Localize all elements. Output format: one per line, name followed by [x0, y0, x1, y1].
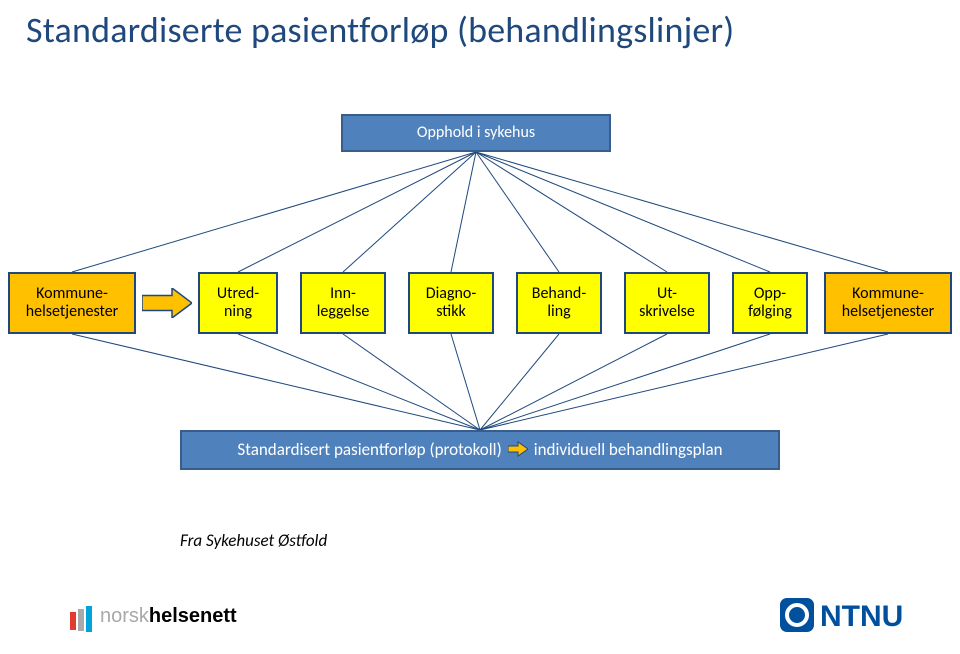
end-box-left-label: Kommune- helsetjenester — [26, 285, 119, 322]
step-box-utredning: Utred- ning — [198, 272, 278, 334]
step-box-behandling: Behand- ling — [516, 272, 602, 334]
step-box-oppfolging: Opp- følging — [732, 272, 808, 334]
end-box-right-label: Kommune- helsetjenester — [842, 285, 935, 322]
logo-ntnu: NTNU — [778, 594, 928, 636]
step-label-behandling: Behand- ling — [532, 285, 586, 322]
logo-norskhelsenett: norskhelsenett — [70, 598, 260, 634]
bottom-bar-right: individuell behandlingsplan — [534, 440, 723, 460]
step-box-utskrivelse: Ut- skrivelse — [624, 272, 710, 334]
step-label-utskrivelse: Ut- skrivelse — [639, 285, 695, 322]
top-bar-label: Opphold i sykehus — [417, 124, 535, 142]
end-box-left: Kommune- helsetjenester — [8, 272, 136, 334]
step-label-diagnostikk: Diagno- stikk — [426, 285, 476, 322]
bottom-bar-left: Standardisert pasientforløp (protokoll) — [237, 440, 501, 460]
ntnu-text: NTNU — [820, 600, 903, 633]
top-bar-opphold: Opphold i sykehus — [341, 114, 611, 152]
arrow-shape-left — [142, 288, 192, 318]
step-label-innleggelse: Inn- leggelse — [317, 285, 370, 322]
bottom-bar: Standardisert pasientforløp (protokoll) … — [180, 430, 780, 470]
step-label-oppfolging: Opp- følging — [748, 285, 792, 322]
step-label-utredning: Utred- ning — [217, 285, 259, 322]
svg-text:norskhelsenett: norskhelsenett — [100, 605, 237, 627]
right-arrow-icon — [508, 441, 528, 457]
step-box-innleggelse: Inn- leggelse — [300, 272, 386, 334]
end-box-right: Kommune- helsetjenester — [824, 272, 952, 334]
step-box-diagnostikk: Diagno- stikk — [408, 272, 494, 334]
